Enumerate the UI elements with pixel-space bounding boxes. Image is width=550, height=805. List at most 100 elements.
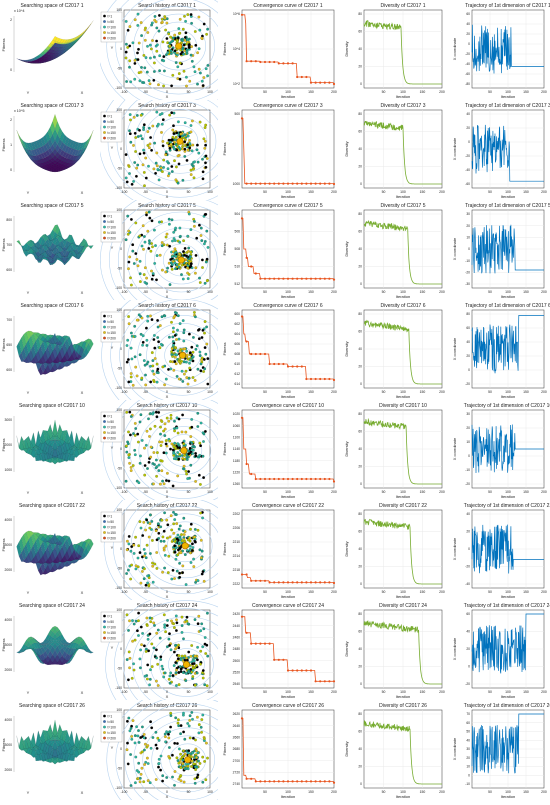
convergence-marker [278,581,280,583]
history-point [155,551,158,554]
history-point [153,451,156,454]
history-point [196,646,199,649]
y-tick-label: 0 [468,547,470,551]
history-point [152,581,155,584]
y-tick-label: 0 [120,347,122,351]
y-tick-label: 20 [358,165,362,169]
history-point [170,321,173,324]
history-point [128,261,131,264]
history-point [130,469,133,472]
history-point [191,442,194,445]
convergence-marker [246,463,248,465]
y-axis-label: Y [111,645,114,650]
y-tick-label: 612 [234,372,240,376]
legend-swatch [103,215,106,218]
legend-label: t=50 [108,720,115,724]
history-point [155,475,158,478]
y-tick-label: 2460 [233,636,241,640]
history-point [171,353,174,356]
history-point [198,16,201,19]
x-tick-label: 50 [382,690,386,694]
history-point [206,612,209,615]
history-point [165,545,168,548]
history-point [164,423,167,426]
convergence-marker [315,82,317,84]
history-point [168,746,171,749]
history-point [137,634,140,637]
y-tick-label: 512 [234,282,240,286]
y-axis-label: Y [27,390,30,395]
history-point [173,518,176,521]
convergence-marker [287,780,289,782]
y-tick-label: 10^4 [233,47,240,51]
history-point [165,479,168,482]
history-point [190,464,193,467]
x-axis-label: Iteration [501,294,515,299]
history-point [141,726,144,729]
history-point [156,363,159,366]
history-point [139,462,142,465]
convergence-marker [305,780,307,782]
history-point [137,24,140,27]
history-point [143,763,146,766]
history-point [159,526,162,529]
history-point [199,72,202,75]
convergence-marker [296,669,298,671]
x-tick-label: 50 [263,290,267,294]
history-point [173,742,176,745]
history-point [148,461,151,464]
history-point [199,29,202,32]
history-point [163,55,166,58]
z-tick-label: 4000 [4,718,12,722]
y-tick-label: 10^6 [233,12,240,16]
legend-swatch [103,431,106,434]
history-point [145,444,148,447]
convergence-marker [255,60,257,62]
best-position-marker [181,447,187,453]
history-point [198,732,201,735]
history-point [199,512,202,515]
x-tick-label: 200 [331,590,337,594]
legend-label: t=200 [108,636,117,640]
history-point [161,18,164,21]
history-point [187,651,190,654]
y-tick-label: 40 [358,347,362,351]
convergence-title: Convergence curve of C2017 22 [252,503,324,509]
history-point [204,144,207,147]
history-point [134,356,137,359]
history-point [192,667,195,670]
history-point [168,440,171,443]
history-point [179,18,182,21]
y-tick-label: 60 [358,430,362,434]
x-tick-label: -50 [143,190,148,194]
history-point [138,741,141,744]
history-point [164,17,167,20]
legend-swatch [103,437,106,440]
legend-swatch [103,731,106,734]
history-point [148,242,151,245]
y-tick-label: 0 [360,82,362,86]
convergence-marker [305,669,307,671]
x-tick-label: 50 [263,590,267,594]
convergence-marker [241,117,243,119]
x-tick-label: -50 [143,490,148,494]
convergence-marker [292,365,294,367]
convergence-marker [324,82,326,84]
history-point [194,528,197,531]
history-point [131,619,134,622]
history-point [144,67,147,70]
convergence-marker [310,278,312,280]
history-point [169,368,172,371]
history-point [161,244,164,247]
history-point [153,463,156,466]
convergence-marker [324,183,326,185]
history-point [132,250,135,253]
history-point [190,228,193,231]
y-axis-label: Fitness [222,743,227,756]
history-point [151,351,154,354]
history-point [159,483,162,486]
